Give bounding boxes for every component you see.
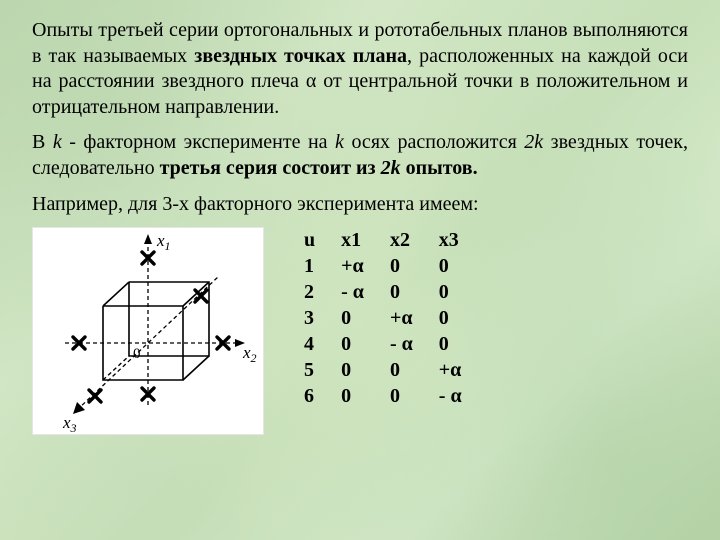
p2-a: В [32, 131, 53, 153]
table-row: 4 0 - α 0 [304, 331, 462, 357]
paragraph-2: В k - факторном эксперименте на k осях р… [32, 130, 688, 181]
paragraph-3: Например, для 3-х факторного эксперимент… [32, 192, 688, 218]
p2-c: осях расположится [344, 131, 524, 153]
paragraph-1: Опыты третьей серии ортогональных и рото… [32, 18, 688, 120]
p1-bold: звездных точках плана [194, 45, 407, 67]
col-x3: x3 [439, 227, 462, 253]
slide: Опыты третьей серии ортогональных и рото… [0, 0, 720, 540]
table-row: 5 0 0 +α [304, 357, 462, 383]
p3: Например, для 3-х факторного эксперимент… [32, 193, 479, 215]
cube-diagram: x1 x2 x3 0 [32, 227, 264, 435]
table-row: 2 - α 0 0 [304, 279, 462, 305]
p2-bold2: опытов. [401, 157, 478, 179]
p2-2k1: 2k [524, 131, 543, 153]
p2-b: - факторном эксперименте на [62, 131, 335, 153]
axis-x2-label: x2 [242, 343, 257, 365]
lower-row: x1 x2 x3 0 u x1 x2 x3 1 +α 0 0 2 [32, 227, 688, 435]
p2-k2: k [335, 131, 344, 153]
origin-label: 0 [133, 346, 141, 362]
axis-x1-label: x1 [156, 231, 171, 253]
col-u: u [304, 227, 341, 253]
table-row: 3 0 +α 0 [304, 305, 462, 331]
star-points-table: u x1 x2 x3 1 +α 0 0 2 - α 0 0 3 0 +α 0 [304, 227, 462, 409]
p2-2k2: 2k [381, 157, 401, 179]
table-header-row: u x1 x2 x3 [304, 227, 462, 253]
p2-bold: третья серия состоит из [160, 157, 381, 179]
table-row: 1 +α 0 0 [304, 253, 462, 279]
col-x1: x1 [341, 227, 390, 253]
p2-k1: k [53, 131, 62, 153]
axis-x3-label: x3 [62, 413, 77, 434]
cube-svg: x1 x2 x3 0 [33, 228, 263, 434]
col-x2: x2 [390, 227, 439, 253]
table-row: 6 0 0 - α [304, 383, 462, 409]
